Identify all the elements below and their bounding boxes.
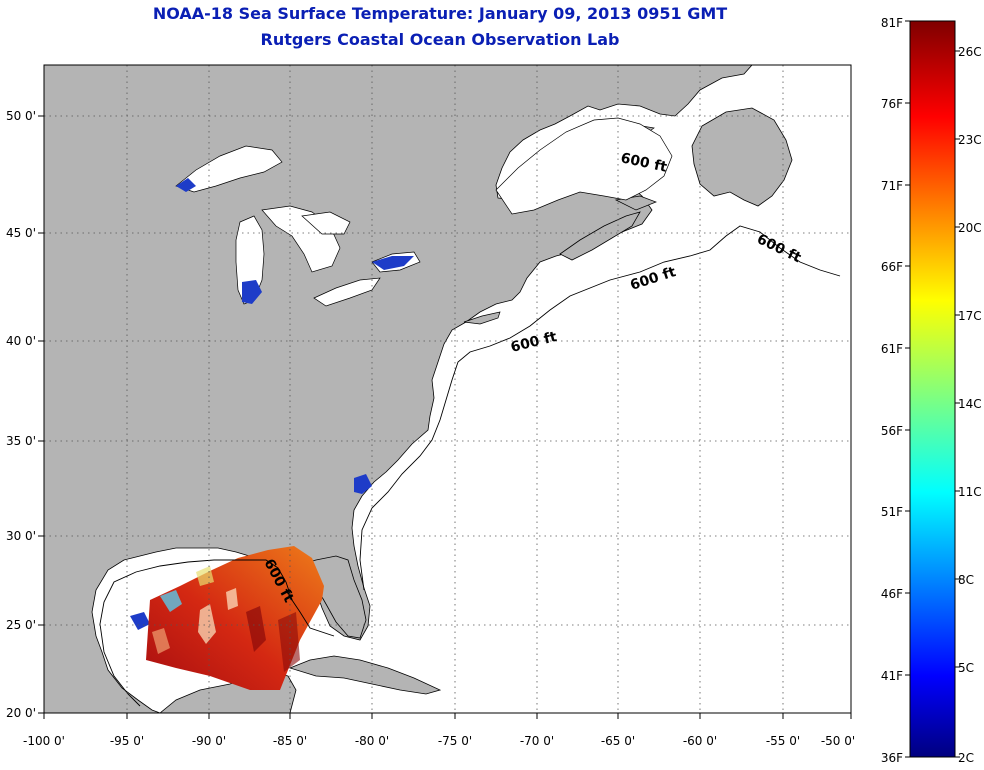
lat-label: 25 0' bbox=[6, 618, 36, 632]
lon-label: -55 0' bbox=[766, 734, 800, 748]
colorbar-c-label: 11C bbox=[958, 485, 982, 499]
sst-swath-texture bbox=[152, 566, 300, 672]
colorbar-f-label: 76F bbox=[881, 97, 903, 111]
colorbar-f-label: 46F bbox=[881, 587, 903, 601]
colorbar-c-label: 2C bbox=[958, 751, 974, 765]
longitude-labels: -100 0' -95 0' -90 0' -85 0' -80 0' -75 … bbox=[23, 734, 855, 748]
colorbar-c-label: 20C bbox=[958, 221, 982, 235]
lon-label: -75 0' bbox=[438, 734, 472, 748]
colorbar-c-label: 5C bbox=[958, 661, 974, 675]
lake-nipigon-area bbox=[301, 211, 351, 235]
colorbar-f-label: 66F bbox=[881, 260, 903, 274]
map-subtitle: Rutgers Coastal Ocean Observation Lab bbox=[260, 30, 620, 49]
colorbar-c-label: 8C bbox=[958, 573, 974, 587]
long-island-land bbox=[463, 311, 501, 325]
st-lawrence-water bbox=[495, 117, 673, 215]
lon-label: -80 0' bbox=[355, 734, 389, 748]
lat-label: 40 0' bbox=[6, 334, 36, 348]
colorbar-f-label: 41F bbox=[881, 669, 903, 683]
colorbar-gradient bbox=[909, 20, 956, 758]
colorbar-c-label: 14C bbox=[958, 397, 982, 411]
colorbar-c-label: 23C bbox=[958, 133, 982, 147]
colorbar-f-label: 36F bbox=[881, 751, 903, 765]
newfoundland-land bbox=[691, 107, 793, 207]
temperature-colorbar: 81F 76F 71F 66F 61F 56F 51F 46F 41F 36F … bbox=[881, 16, 982, 765]
lake-superior bbox=[175, 145, 283, 193]
colorbar-c-label: 17C bbox=[958, 309, 982, 323]
colorbar-f-label: 61F bbox=[881, 342, 903, 356]
nova-scotia-land bbox=[559, 211, 641, 261]
lat-label: 50 0' bbox=[6, 109, 36, 123]
colorbar-f-label: 51F bbox=[881, 505, 903, 519]
cuba-land bbox=[288, 655, 442, 695]
isobath-600ft-atlantic bbox=[359, 225, 841, 591]
cold-sst-patches bbox=[130, 178, 414, 630]
sst-data-swath bbox=[146, 546, 324, 690]
map-frame bbox=[43, 64, 852, 714]
lon-label: -50 0' bbox=[821, 734, 855, 748]
lat-label: 20 0' bbox=[6, 706, 36, 720]
axis-ticks bbox=[38, 115, 852, 719]
colorbar-c-label: 26C bbox=[958, 45, 982, 59]
lon-label: -100 0' bbox=[23, 734, 65, 748]
lon-label: -60 0' bbox=[683, 734, 717, 748]
colorbar-f-label: 81F bbox=[881, 16, 903, 30]
latitude-labels: 20 0' 25 0' 30 0' 35 0' 40 0' 45 0' 50 0… bbox=[6, 109, 36, 720]
colorbar-f-label: 71F bbox=[881, 179, 903, 193]
lake-erie bbox=[313, 277, 381, 307]
colorbar-f-label: 56F bbox=[881, 424, 903, 438]
map-title: NOAA-18 Sea Surface Temperature: January… bbox=[152, 4, 728, 23]
lon-label: -95 0' bbox=[110, 734, 144, 748]
lat-label: 30 0' bbox=[6, 529, 36, 543]
lon-label: -90 0' bbox=[192, 734, 226, 748]
isobath-600ft-gulf bbox=[99, 559, 335, 707]
lon-label: -70 0' bbox=[520, 734, 554, 748]
lon-label: -65 0' bbox=[601, 734, 635, 748]
lon-label: -85 0' bbox=[273, 734, 307, 748]
lat-label: 35 0' bbox=[6, 434, 36, 448]
graticule bbox=[44, 65, 851, 713]
north-america-land bbox=[44, 65, 753, 713]
lat-label: 45 0' bbox=[6, 226, 36, 240]
